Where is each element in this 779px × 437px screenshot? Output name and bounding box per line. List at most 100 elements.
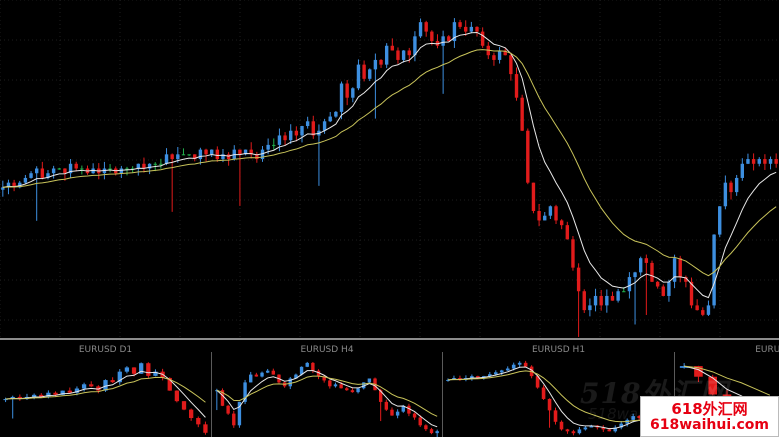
candle-body bbox=[6, 182, 11, 188]
candle-body bbox=[119, 168, 124, 174]
candle-body bbox=[672, 258, 677, 282]
candle-body bbox=[607, 429, 612, 432]
window-separator[interactable] bbox=[0, 338, 779, 340]
panel-divider bbox=[442, 352, 443, 437]
candle-body bbox=[407, 405, 411, 414]
candle-body bbox=[637, 416, 641, 418]
candle-body bbox=[390, 45, 395, 51]
candle-body bbox=[535, 376, 540, 388]
candle-body bbox=[622, 291, 626, 293]
candle-body bbox=[266, 144, 270, 150]
candle-body bbox=[226, 154, 231, 160]
candle-body bbox=[395, 411, 400, 416]
candle-body bbox=[249, 374, 253, 383]
candle-body bbox=[181, 154, 186, 156]
candle-body bbox=[514, 74, 519, 98]
panel-divider bbox=[674, 352, 675, 437]
candle-body bbox=[712, 234, 716, 306]
panel-eurusd-h4[interactable]: EURUSD H4 bbox=[212, 341, 442, 437]
candle-body bbox=[424, 22, 428, 32]
candle-body bbox=[379, 59, 383, 65]
candle-body bbox=[384, 45, 389, 65]
candle-body bbox=[294, 130, 299, 136]
candle-body bbox=[271, 370, 276, 375]
panel-divider bbox=[211, 352, 212, 437]
candle-body bbox=[464, 26, 468, 32]
candle-body bbox=[288, 378, 292, 387]
candle-body bbox=[553, 410, 558, 422]
candle-body bbox=[255, 154, 259, 160]
candle-body bbox=[362, 382, 366, 389]
candle-body bbox=[740, 163, 745, 178]
candle-body bbox=[1, 187, 5, 190]
candle-body bbox=[17, 396, 22, 400]
candle-body bbox=[125, 168, 129, 170]
candle-body bbox=[694, 366, 703, 377]
candle-body bbox=[384, 401, 389, 410]
candle-body bbox=[322, 121, 327, 131]
candle-body bbox=[378, 390, 383, 402]
candle-body bbox=[441, 36, 445, 46]
candle-body bbox=[601, 427, 606, 430]
candle-body bbox=[167, 377, 172, 391]
candle-body bbox=[80, 168, 84, 170]
site-badge[interactable]: 618外汇网 618waihui.com bbox=[640, 396, 779, 437]
candle-body bbox=[523, 362, 528, 367]
candle-body bbox=[339, 384, 343, 389]
candle-body bbox=[74, 388, 80, 393]
panel-h4-candles bbox=[215, 361, 439, 437]
candle-body bbox=[517, 362, 522, 365]
candle-body bbox=[198, 149, 203, 160]
candle-body bbox=[599, 295, 603, 306]
candle-body bbox=[29, 173, 33, 178]
panel-eurusd-h1[interactable]: EURUSD H1 bbox=[443, 341, 674, 437]
moving-average-line bbox=[2, 49, 777, 277]
candle-body bbox=[203, 424, 208, 433]
candle-body bbox=[511, 364, 516, 369]
candle-body bbox=[311, 121, 315, 136]
candle-body bbox=[631, 416, 635, 420]
candle-body bbox=[576, 267, 581, 292]
candle-body bbox=[401, 50, 406, 60]
candle-body bbox=[328, 116, 332, 122]
candle-body bbox=[311, 362, 315, 371]
candle-body bbox=[232, 413, 236, 426]
candle-body bbox=[493, 372, 498, 375]
candle-body bbox=[751, 159, 756, 164]
candle-body bbox=[610, 295, 615, 301]
candle-body bbox=[362, 64, 366, 79]
candle-body bbox=[701, 310, 705, 315]
candle-body bbox=[577, 429, 582, 434]
candle-body bbox=[589, 425, 594, 428]
candle-body bbox=[708, 376, 717, 395]
candle-body bbox=[67, 390, 72, 393]
candle-body bbox=[124, 367, 130, 372]
candle-body bbox=[237, 401, 242, 426]
candle-body bbox=[272, 144, 276, 146]
candle-body bbox=[209, 149, 214, 155]
candle-body bbox=[350, 390, 355, 393]
candle-body bbox=[299, 366, 304, 375]
candle-body bbox=[260, 372, 264, 377]
candle-body bbox=[345, 83, 349, 98]
candle-body bbox=[277, 135, 282, 145]
candle-body bbox=[390, 409, 394, 416]
candle-body bbox=[12, 182, 16, 188]
candle-body bbox=[531, 182, 536, 211]
candle-body bbox=[667, 281, 671, 296]
moving-average-line bbox=[447, 370, 670, 423]
candle-body bbox=[305, 121, 310, 127]
candle-body bbox=[339, 83, 344, 112]
candle-body bbox=[492, 55, 496, 60]
candle-body bbox=[53, 392, 58, 395]
candle-body bbox=[89, 384, 94, 387]
panel-eurusd-d1[interactable]: EURUSD D1 bbox=[0, 341, 211, 437]
moving-average-line bbox=[5, 376, 206, 403]
candle-body bbox=[204, 149, 208, 155]
candle-body bbox=[153, 163, 157, 165]
main-price-chart[interactable] bbox=[0, 0, 779, 337]
candle-body bbox=[215, 149, 220, 160]
panel-title-h4: EURUSD H4 bbox=[300, 345, 354, 355]
candle-body bbox=[238, 149, 242, 155]
candle-body bbox=[520, 97, 524, 131]
